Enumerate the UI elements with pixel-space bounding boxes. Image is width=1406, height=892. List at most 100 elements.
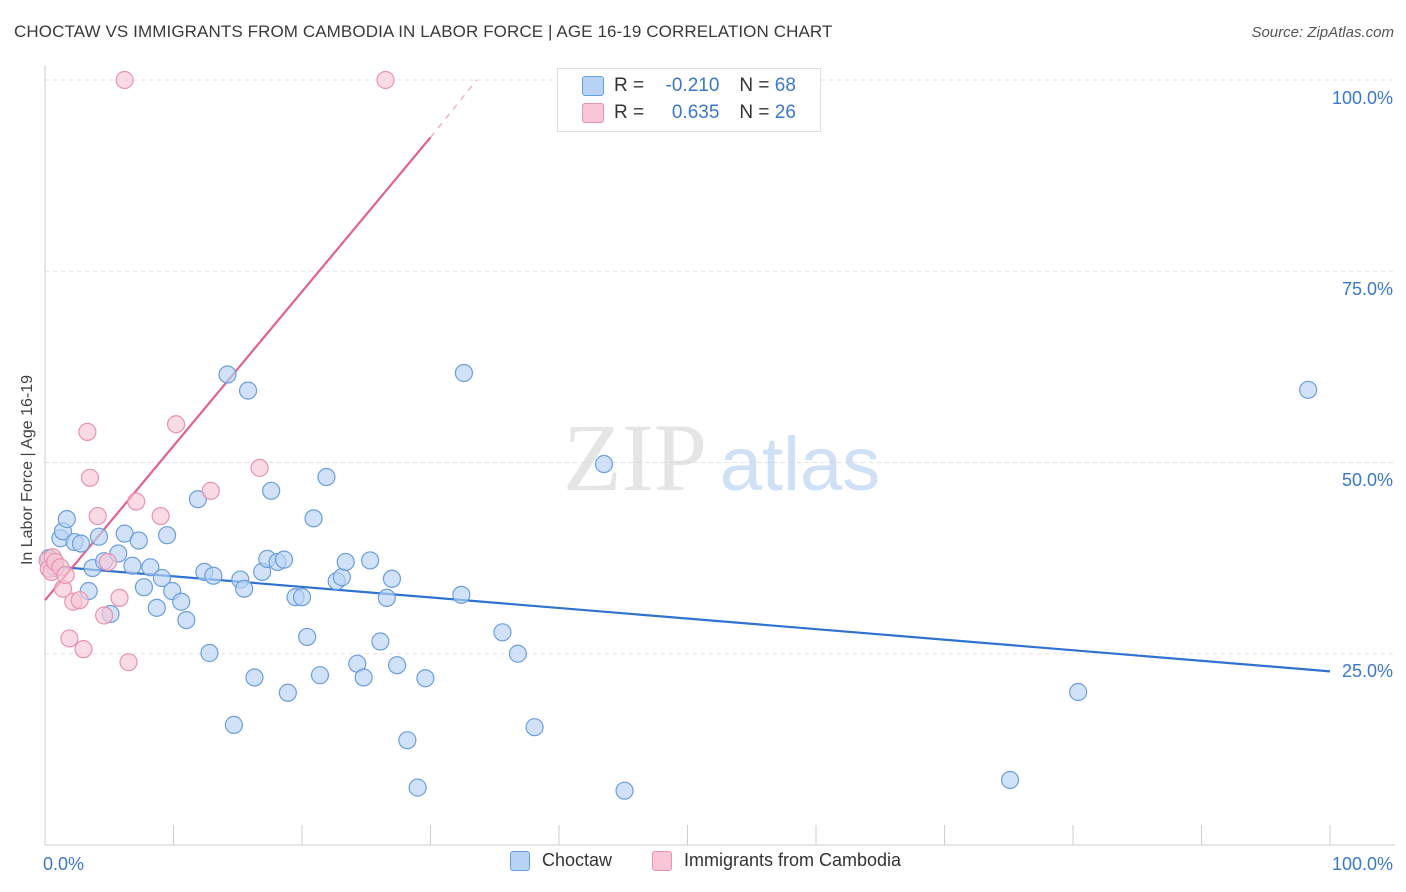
- choctaw-point: [274, 550, 294, 569]
- choctaw-point: [172, 592, 191, 611]
- n-value: 68: [774, 75, 796, 96]
- y-tick-label: 50.0%: [1342, 470, 1393, 490]
- choctaw-point: [152, 568, 172, 588]
- cambodia-point: [127, 492, 146, 511]
- choctaw-point: [336, 552, 355, 572]
- choctaw-swatch: [582, 76, 604, 96]
- cambodia-point: [60, 629, 79, 648]
- choctaw-point: [332, 568, 351, 587]
- n-value: 26: [774, 102, 796, 123]
- choctaw-point: [452, 585, 471, 604]
- trendlines: [44, 79, 1331, 673]
- cambodia-legend-swatch: [652, 850, 672, 871]
- choctaw-point: [245, 668, 264, 687]
- choctaw-point: [134, 578, 154, 597]
- cambodia-point: [98, 552, 118, 572]
- choctaw-trendline: [44, 564, 1331, 673]
- choctaw-point: [304, 509, 323, 528]
- watermark-zip: ZIP: [563, 404, 707, 511]
- choctaw-point: [218, 365, 237, 384]
- choctaw-point: [387, 656, 407, 675]
- choctaw-point: [204, 566, 223, 585]
- choctaw-point: [416, 669, 435, 688]
- axes: [44, 65, 1395, 846]
- cambodia-point: [80, 468, 100, 487]
- choctaw-point: [89, 527, 109, 546]
- choctaw-point: [278, 683, 297, 702]
- tick-labels: 25.0% 50.0% 75.0% 100.0% 0.0% 100.0%: [43, 88, 1393, 874]
- choctaw-point: [177, 610, 196, 630]
- watermark: ZIP atlas: [563, 404, 880, 511]
- cambodia-trendline: [44, 136, 432, 601]
- legend-label: Choctaw: [542, 850, 613, 870]
- legend-item-choctaw[interactable]: Choctaw: [510, 850, 612, 871]
- cambodia-point: [115, 70, 134, 90]
- chart-title: CHOCTAW VS IMMIGRANTS FROM CAMBODIA IN L…: [14, 22, 833, 41]
- source-label: Source: ZipAtlas.com: [1251, 24, 1394, 41]
- choctaw-point: [238, 381, 258, 400]
- choctaw-point: [1000, 770, 1020, 790]
- r-label: R =: [614, 75, 645, 96]
- choctaw-point: [594, 454, 614, 474]
- choctaw-point: [493, 623, 512, 642]
- choctaw-point: [129, 531, 148, 550]
- choctaw-point: [262, 481, 281, 500]
- choctaw-point: [157, 526, 177, 545]
- choctaw-point: [377, 588, 396, 608]
- choctaw-point: [317, 467, 336, 487]
- watermark-atlas: atlas: [720, 422, 881, 507]
- choctaw-point: [298, 627, 317, 647]
- choctaw-point: [235, 579, 254, 598]
- choctaw-point: [141, 558, 160, 577]
- cambodia-point: [74, 640, 93, 659]
- cambodia-point: [250, 458, 269, 477]
- cambodia-point: [166, 415, 186, 434]
- x-tick-label: 100.0%: [1332, 854, 1393, 874]
- cambodia-point: [201, 481, 220, 500]
- choctaw-point: [354, 668, 373, 687]
- cambodia-point: [119, 653, 138, 672]
- choctaw-point: [224, 715, 243, 734]
- choctaw-point: [71, 534, 91, 553]
- n-label: N =: [739, 102, 770, 123]
- cambodia-point: [56, 565, 75, 585]
- r-value: 0.635: [671, 102, 720, 123]
- choctaw-point: [310, 666, 330, 685]
- choctaw-point: [188, 490, 208, 509]
- choctaw-point: [1299, 380, 1318, 399]
- stats-box: R = -0.210 N = 68 R = 0.635 N = 26: [557, 68, 821, 132]
- choctaw-legend-swatch: [510, 850, 530, 871]
- cambodia-swatch: [582, 103, 604, 123]
- choctaw-point: [508, 644, 527, 663]
- choctaw-point: [454, 363, 474, 383]
- y-tick-label: 25.0%: [1342, 661, 1393, 681]
- choctaw-point: [292, 588, 312, 607]
- cambodia-trendline-extension: [429, 79, 478, 138]
- choctaw-point: [382, 569, 402, 588]
- points: [38, 70, 1318, 800]
- choctaw-point: [525, 718, 544, 737]
- cambodia-point: [95, 606, 114, 625]
- choctaw-point: [200, 643, 219, 663]
- r-value: -0.210: [665, 75, 720, 96]
- stats-row-cambodia: R = 0.635 N = 26: [582, 101, 796, 125]
- choctaw-point: [1069, 682, 1088, 702]
- stats-row-choctaw: R = -0.210 N = 68: [582, 74, 796, 98]
- choctaw-point: [361, 551, 380, 570]
- n-label: N =: [739, 75, 770, 96]
- cambodia-point: [78, 422, 97, 441]
- choctaw-point: [147, 598, 166, 617]
- r-label: R =: [614, 102, 645, 123]
- choctaw-point: [615, 781, 634, 800]
- x-tick-label: 0.0%: [43, 854, 84, 874]
- cambodia-point: [88, 506, 107, 526]
- gridlines: [45, 79, 1395, 655]
- cambodia-point: [110, 588, 129, 608]
- choctaw-point: [408, 778, 427, 797]
- legend-label: Immigrants from Cambodia: [684, 850, 902, 870]
- cambodia-point: [70, 591, 89, 610]
- y-tick-label: 100.0%: [1332, 88, 1393, 108]
- choctaw-point: [398, 731, 417, 750]
- legend-item-cambodia[interactable]: Immigrants from Cambodia: [652, 850, 901, 871]
